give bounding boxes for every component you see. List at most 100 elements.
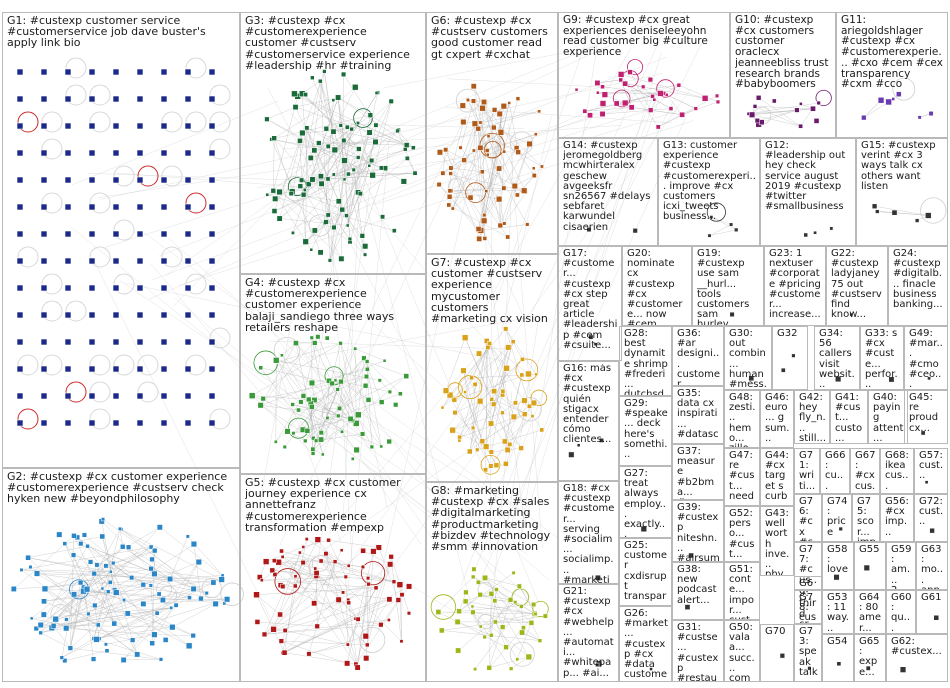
- graph-node: [185, 642, 193, 650]
- group-box-g55: G55: [854, 542, 886, 590]
- self-loop: [283, 175, 309, 202]
- graph-edge: [151, 559, 207, 594]
- graph-node: [305, 181, 312, 187]
- graph-edge: [346, 551, 374, 664]
- graph-node: [877, 97, 885, 104]
- graph-node: [462, 598, 469, 605]
- graph-node: [280, 353, 284, 358]
- graph-node: [365, 366, 370, 372]
- graph-node: [16, 392, 24, 400]
- graph-node: [40, 122, 48, 130]
- graph-edge: [520, 80, 661, 401]
- graph-edge: [489, 656, 529, 668]
- group-label: G62: #custex...: [891, 637, 942, 658]
- graph-edge: [279, 363, 526, 514]
- group-nodes-g32: [780, 353, 796, 373]
- graph-edge: [260, 342, 297, 406]
- graph-node: [293, 574, 298, 579]
- graph-node: [475, 125, 481, 132]
- graph-node: [470, 83, 477, 90]
- group-box-g12: G12: #leadership out hey check service a…: [760, 138, 856, 246]
- graph-node: [198, 595, 204, 602]
- graph-node: [393, 402, 399, 408]
- graph-node: [40, 176, 48, 184]
- graph-node: [88, 149, 96, 157]
- graph-node: [129, 637, 136, 643]
- graph-node: [473, 667, 478, 671]
- self-loop: [89, 246, 111, 268]
- graph-edge: [325, 553, 358, 668]
- graph-edge: [495, 613, 535, 623]
- graph-edge: [474, 606, 522, 670]
- graph-node: [136, 149, 144, 157]
- graph-node: [272, 572, 278, 577]
- group-label: G8: #marketing #custexp #cx #sales #digi…: [431, 485, 554, 554]
- graph-edge: [349, 165, 370, 242]
- graph-node: [539, 427, 545, 433]
- graph-node: [184, 365, 192, 373]
- graph-edge: [352, 306, 461, 403]
- graph-node: [357, 191, 363, 197]
- graph-edge: [301, 180, 306, 242]
- graph-edge: [256, 594, 281, 615]
- graph-edge: [754, 106, 814, 109]
- graph-node: [491, 401, 497, 407]
- group-box-g47: G47: re #cust... need...: [724, 448, 760, 506]
- graph-edge: [485, 340, 487, 447]
- graph-edge: [329, 227, 335, 261]
- graph-node: [103, 642, 108, 647]
- graph-node: [64, 149, 72, 157]
- self-loop: [41, 300, 63, 322]
- group-nodes-g17: [588, 334, 598, 347]
- graph-node: [248, 392, 256, 399]
- group-box-g58: G58: love: [822, 542, 854, 590]
- graph-edge: [748, 102, 819, 115]
- graph-node: [367, 164, 372, 168]
- graph-node: [754, 118, 760, 124]
- graph-node: [90, 656, 97, 662]
- graph-node: [502, 149, 507, 154]
- graph-node: [160, 95, 168, 103]
- graph-node: [460, 119, 467, 126]
- graph-node: [16, 68, 24, 76]
- graph-edge: [709, 229, 737, 236]
- self-loop: [185, 111, 207, 133]
- graph-edge: [93, 528, 121, 639]
- graph-node: [50, 623, 57, 629]
- graph-edge: [252, 343, 341, 396]
- graph-node: [112, 122, 120, 130]
- graph-node: [458, 145, 463, 150]
- graph-node: [208, 392, 216, 400]
- graph-edge: [469, 340, 487, 452]
- self-loop: [137, 165, 159, 187]
- self-loop: [480, 454, 501, 475]
- graph-edge: [36, 573, 153, 644]
- graph-edge: [445, 390, 492, 467]
- graph-node: [346, 171, 351, 177]
- graph-edge: [629, 72, 651, 111]
- group-box-g28: G28: best dynamite shrimp #frederi... du…: [619, 326, 672, 396]
- graph-node: [488, 449, 494, 455]
- graph-edge: [120, 280, 528, 555]
- graph-node: [791, 353, 796, 358]
- self-loop: [89, 381, 111, 403]
- graph-node: [849, 312, 853, 317]
- graph-node: [208, 257, 216, 265]
- graph-edge: [346, 101, 392, 216]
- graph-node: [356, 121, 360, 125]
- graph-edge: [282, 539, 307, 653]
- graph-node: [467, 448, 473, 455]
- group-label: G18: #cx #custexp #customer... serving #…: [563, 484, 615, 583]
- graph-node: [373, 585, 379, 591]
- graph-node: [41, 585, 49, 593]
- graph-node: [336, 413, 341, 419]
- graph-edge: [324, 71, 334, 132]
- graph-edge: [473, 123, 476, 151]
- graph-node: [574, 87, 579, 92]
- graph-edge: [284, 576, 296, 653]
- graph-edge: [292, 339, 442, 552]
- graph-node: [330, 128, 337, 135]
- graph-node: [488, 463, 494, 469]
- group-box-g62: G62: #custex...: [886, 634, 948, 682]
